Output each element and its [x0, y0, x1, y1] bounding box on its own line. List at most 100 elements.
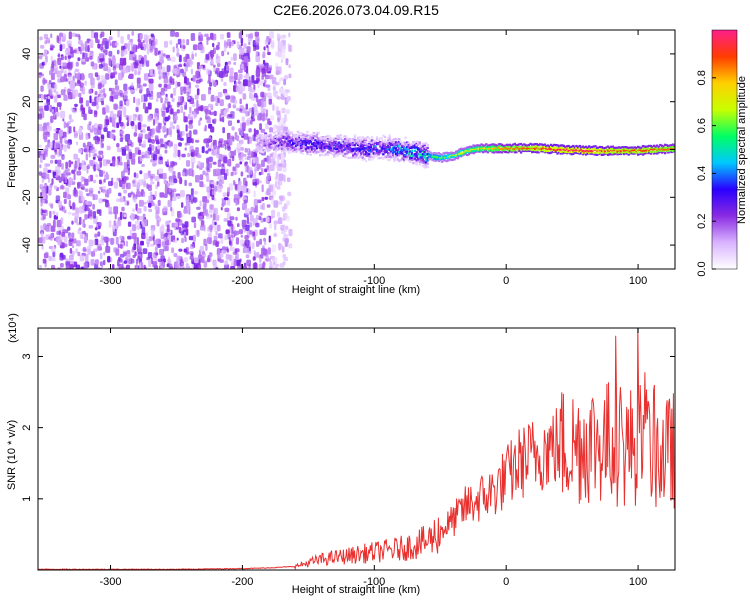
heatmap-cell: [82, 246, 87, 252]
heatmap-cell: [605, 146, 608, 149]
heatmap-cell: [46, 223, 52, 227]
heatmap-cell: [380, 137, 383, 140]
heatmap-cell: [510, 149, 513, 152]
heatmap-cell: [73, 172, 76, 181]
heatmap-cell: [312, 136, 315, 139]
heatmap-cell: [287, 140, 290, 143]
heatmap-cell: [141, 94, 144, 103]
heatmap-cell: [192, 234, 196, 242]
heatmap-cell: [485, 150, 488, 153]
heatmap-cell: [210, 32, 214, 40]
heatmap-cell: [344, 140, 347, 143]
heatmap-cell: [361, 143, 364, 146]
heatmap-cell: [527, 146, 531, 149]
heatmap-cell: [670, 151, 673, 154]
heatmap-cell: [160, 91, 165, 96]
heatmap-cell: [269, 143, 273, 146]
heatmap-cell: [518, 143, 521, 146]
heatmap-cell: [496, 144, 499, 147]
heatmap-cell: [491, 143, 494, 146]
heatmap-cell: [398, 141, 401, 144]
heatmap-cell: [160, 144, 165, 148]
heatmap-cell: [436, 153, 439, 157]
heatmap-cell: [488, 144, 491, 147]
heatmap-cell: [372, 152, 376, 155]
heatmap-cell: [51, 178, 54, 185]
heatmap-cell: [420, 146, 423, 149]
heatmap-cell: [428, 155, 431, 158]
heatmap-cell: [240, 128, 244, 137]
heatmap-cell: [323, 153, 327, 156]
heatmap-cell: [186, 96, 191, 100]
heatmap-cell: [608, 146, 611, 149]
heatmap-cell: [155, 98, 159, 102]
heatmap-cell: [285, 142, 289, 145]
heatmap-cell: [251, 113, 255, 119]
heatmap-cell: [649, 152, 653, 155]
heatmap-cell: [186, 228, 189, 236]
heatmap-cell: [280, 77, 284, 81]
heatmap-cell: [228, 103, 231, 109]
heatmap-cell: [266, 204, 271, 208]
heatmap-cell: [277, 117, 280, 123]
heatmap-cell: [648, 149, 651, 152]
heatmap-cell: [129, 53, 133, 61]
heatmap-cell: [94, 238, 99, 246]
heatmap-cell: [276, 148, 279, 152]
heatmap-cell: [273, 142, 276, 145]
heatmap-cells: [38, 30, 675, 269]
heatmap-cell: [59, 136, 63, 144]
heatmap-cell: [442, 157, 445, 160]
heatmap-cell: [508, 143, 512, 146]
heatmap-cell: [418, 148, 421, 151]
heatmap-cell: [309, 139, 312, 143]
heatmap-cell: [512, 143, 515, 146]
heatmap-cell: [83, 236, 88, 244]
heatmap-cell: [148, 132, 152, 139]
heatmap-cell: [127, 43, 130, 52]
heatmap-cell: [345, 147, 349, 150]
heatmap-cell: [622, 151, 626, 154]
heatmap-cell: [311, 136, 314, 140]
heatmap-cell: [214, 221, 217, 226]
heatmap-cell: [396, 149, 399, 152]
heatmap-cell: [85, 100, 90, 107]
heatmap-cell: [198, 154, 202, 159]
heatmap-cell: [204, 124, 207, 132]
heatmap-cell: [262, 51, 266, 58]
heatmap-cell: [273, 135, 276, 139]
heatmap-cell: [557, 145, 561, 148]
heatmap-cell: [299, 137, 303, 140]
heatmap-cell: [635, 151, 638, 154]
heatmap-cell: [224, 69, 229, 77]
heatmap-cell: [163, 41, 168, 48]
heatmap-cell: [364, 153, 368, 156]
heatmap-cell: [176, 255, 181, 262]
heatmap-cell: [271, 244, 277, 253]
heatmap-cell: [288, 136, 292, 139]
heatmap-cell: [614, 151, 618, 154]
heatmap-cell: [269, 146, 273, 149]
heatmap-cell: [619, 150, 622, 153]
heatmap-cell: [253, 106, 258, 112]
heatmap-cell: [251, 232, 254, 238]
heatmap-cell: [412, 141, 415, 144]
heatmap-cell: [217, 97, 220, 104]
heatmap-cell: [278, 173, 284, 181]
heatmap-cell: [69, 264, 74, 269]
heatmap-cell: [183, 257, 189, 263]
heatmap-cell: [164, 232, 169, 237]
heatmap-cell: [366, 154, 369, 157]
heatmap-cell: [418, 150, 421, 153]
heatmap-cell: [274, 92, 278, 98]
heatmap-cell: [94, 233, 98, 238]
heatmap-cell: [280, 150, 284, 153]
heatmap-cell: [494, 150, 497, 153]
heatmap-cell: [261, 196, 265, 202]
heatmap-cell: [505, 145, 509, 148]
heatmap-cell: [202, 253, 207, 258]
heatmap-cell: [263, 237, 266, 242]
heatmap-cell: [303, 137, 306, 140]
heatmap-cell: [252, 134, 256, 142]
heatmap-cell: [271, 136, 274, 140]
